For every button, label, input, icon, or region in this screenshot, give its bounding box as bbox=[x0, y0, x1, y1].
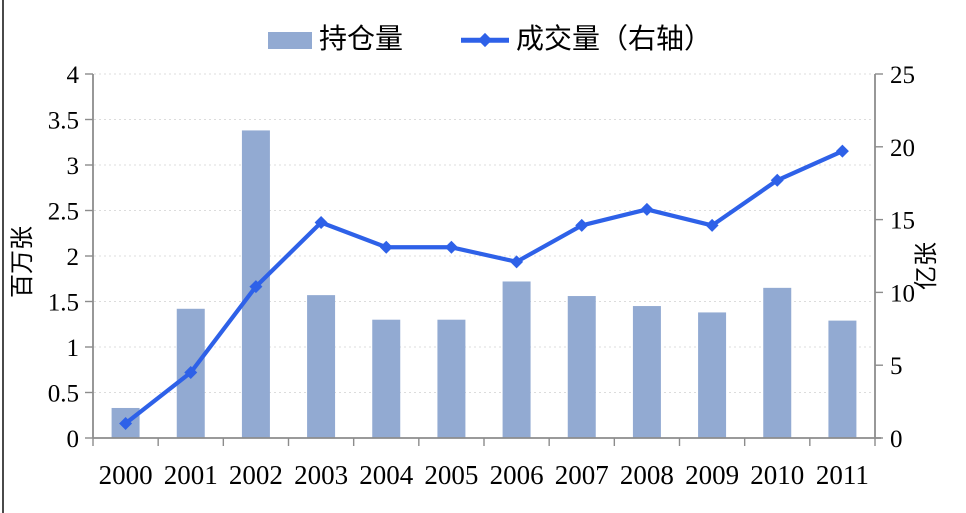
left-tick-label: 1.5 bbox=[48, 290, 79, 317]
line-marker-icon bbox=[461, 32, 510, 48]
right-tick-label: 15 bbox=[890, 208, 915, 235]
bar-2006 bbox=[502, 281, 531, 438]
bar-2008 bbox=[632, 306, 661, 438]
left-tick-label: 2 bbox=[67, 244, 80, 271]
bar-swatch-icon bbox=[268, 31, 312, 49]
line-marker-2007 bbox=[575, 218, 589, 232]
line-marker-2006 bbox=[510, 255, 524, 269]
bar-2005 bbox=[437, 319, 466, 438]
left-tick-label: 0.5 bbox=[48, 381, 79, 408]
bar-series bbox=[111, 130, 857, 439]
line-marker-2009 bbox=[705, 218, 719, 232]
gridlines bbox=[94, 73, 874, 393]
right-axis-title: 亿张 bbox=[913, 242, 940, 290]
line-marker-2000 bbox=[119, 416, 133, 430]
x-label-2011: 2011 bbox=[816, 460, 869, 490]
line-marker-2001 bbox=[184, 365, 198, 379]
legend-label-bar: 持仓量 bbox=[319, 24, 404, 55]
x-label-2007: 2007 bbox=[555, 460, 609, 490]
x-label-2008: 2008 bbox=[620, 460, 674, 490]
legend-item-bar: 持仓量 bbox=[268, 24, 403, 56]
line-marker-2008 bbox=[640, 202, 654, 216]
right-tick-label: 20 bbox=[890, 135, 915, 162]
page-edge-line bbox=[2, 0, 4, 513]
x-label-2010: 2010 bbox=[750, 460, 804, 490]
bar-2010 bbox=[763, 287, 792, 438]
line-marker-2003 bbox=[314, 216, 328, 230]
x-axis-labels: 2000 2001 2002 2003 2004 2005 2006 2007 2008 2009… bbox=[99, 460, 869, 490]
bar-2009 bbox=[698, 312, 727, 438]
bar-2007 bbox=[567, 296, 596, 438]
x-label-2001: 2001 bbox=[164, 460, 218, 490]
left-axis-title: 百万张 bbox=[9, 226, 36, 298]
right-tick-label: 5 bbox=[890, 353, 903, 380]
diamond-marker-icon bbox=[477, 32, 493, 48]
line-marker-2004 bbox=[379, 240, 393, 254]
x-label-2009: 2009 bbox=[685, 460, 739, 490]
left-tick-label: 4 bbox=[67, 62, 80, 89]
left-tick-label: 2.5 bbox=[48, 199, 79, 226]
line-marker-2010 bbox=[770, 173, 784, 187]
line-marker-2002 bbox=[249, 280, 263, 294]
left-tick-label: 3 bbox=[67, 153, 80, 180]
x-label-2000: 2000 bbox=[99, 460, 153, 490]
left-tick-label: 3.5 bbox=[48, 108, 79, 135]
x-label-2003: 2003 bbox=[294, 460, 348, 490]
x-label-2002: 2002 bbox=[229, 460, 283, 490]
bar-2011 bbox=[828, 320, 857, 438]
left-tick-label: 1 bbox=[67, 335, 80, 362]
x-label-2006: 2006 bbox=[490, 460, 544, 490]
left-tick-label: 0 bbox=[67, 426, 80, 453]
x-label-2004: 2004 bbox=[359, 460, 414, 490]
right-tick-label: 25 bbox=[890, 62, 915, 89]
line-path bbox=[123, 149, 845, 426]
right-tick-label: 10 bbox=[890, 280, 915, 307]
line-series bbox=[119, 144, 849, 430]
axes: 0 0.5 1 1.5 2 2.5 3 3.5 4 0 5 10 15 20 25 bbox=[48, 62, 915, 453]
legend: 持仓量 成交量（右轴） bbox=[268, 24, 712, 56]
bar-2004 bbox=[372, 319, 401, 438]
line-marker-2011 bbox=[835, 144, 849, 158]
x-label-2005: 2005 bbox=[424, 460, 478, 490]
right-tick-label: 0 bbox=[890, 426, 903, 453]
bar-2003 bbox=[307, 295, 336, 438]
legend-label-line: 成交量（右轴） bbox=[516, 24, 713, 55]
legend-item-line: 成交量（右轴） bbox=[461, 24, 712, 56]
line-marker-2005 bbox=[444, 240, 458, 254]
